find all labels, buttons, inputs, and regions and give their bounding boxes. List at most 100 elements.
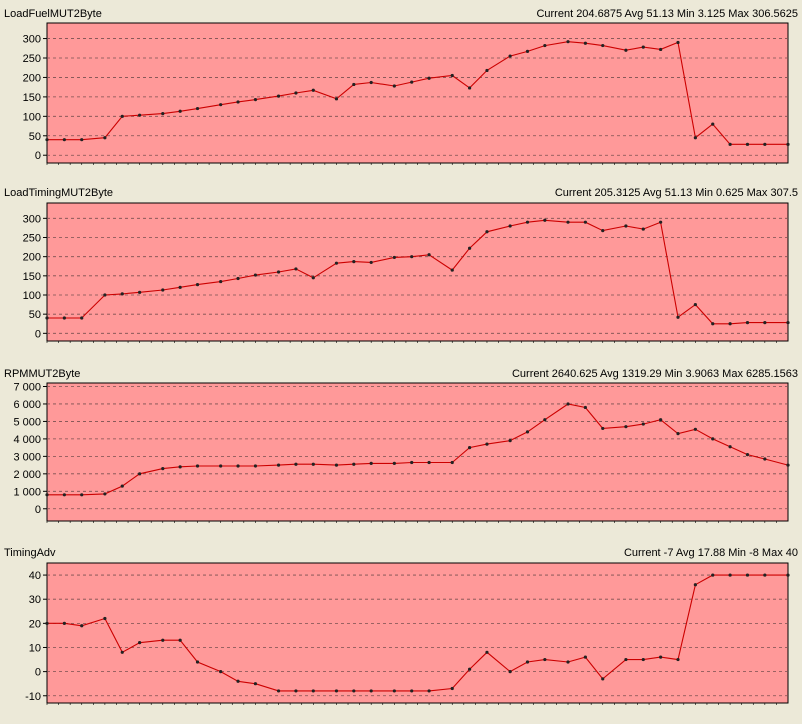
data-point bbox=[410, 255, 414, 259]
data-point bbox=[410, 689, 414, 693]
y-tick-label: 250 bbox=[23, 233, 41, 245]
data-point bbox=[641, 227, 645, 231]
data-point bbox=[138, 290, 142, 294]
data-point bbox=[392, 689, 396, 693]
data-point bbox=[195, 283, 200, 287]
data-point bbox=[334, 261, 339, 265]
plot-area-3 bbox=[46, 562, 789, 704]
panel-title-0: LoadFuelMUT2Byte bbox=[4, 8, 102, 20]
y-tick-label: 150 bbox=[23, 92, 41, 104]
data-point bbox=[161, 112, 165, 116]
y-tick-label: 200 bbox=[23, 72, 41, 84]
data-point bbox=[120, 292, 124, 296]
panel-summary-0: Current 204.6875 Avg 51.13 Min 3.125 Max… bbox=[536, 8, 798, 20]
data-point bbox=[693, 136, 697, 140]
data-point bbox=[485, 650, 489, 654]
data-point bbox=[711, 437, 715, 441]
data-point bbox=[311, 88, 315, 92]
data-point bbox=[659, 655, 663, 659]
data-point bbox=[583, 220, 587, 224]
data-point bbox=[45, 493, 49, 497]
data-point bbox=[641, 422, 645, 426]
data-point bbox=[745, 142, 750, 146]
data-point bbox=[62, 621, 66, 625]
data-point bbox=[219, 103, 223, 107]
data-point bbox=[583, 41, 587, 45]
data-point bbox=[745, 321, 750, 325]
data-point bbox=[728, 142, 732, 146]
data-point bbox=[525, 49, 530, 53]
data-point bbox=[693, 583, 697, 587]
data-point bbox=[676, 315, 680, 319]
data-point bbox=[450, 73, 454, 78]
data-point bbox=[352, 260, 356, 264]
data-point bbox=[786, 321, 790, 325]
data-point bbox=[525, 220, 530, 224]
y-tick-label: 40 bbox=[29, 570, 41, 582]
data-point bbox=[485, 230, 489, 234]
data-point bbox=[427, 460, 431, 465]
y-tick-label: -10 bbox=[25, 691, 41, 703]
y-tick-label: 7 000 bbox=[13, 381, 41, 393]
data-point bbox=[641, 45, 645, 49]
y-tick-label: 0 bbox=[35, 504, 41, 516]
y-tick-label: 300 bbox=[23, 213, 41, 225]
data-point bbox=[508, 670, 512, 674]
data-point bbox=[763, 321, 767, 325]
panel-summary-1: Current 205.3125 Avg 51.13 Min 0.625 Max… bbox=[555, 187, 798, 199]
data-point bbox=[138, 113, 142, 117]
data-point bbox=[195, 464, 200, 468]
data-point bbox=[80, 493, 84, 497]
data-point bbox=[468, 446, 472, 450]
data-point bbox=[161, 288, 165, 292]
data-point bbox=[566, 402, 570, 406]
data-point bbox=[624, 48, 628, 52]
data-point bbox=[62, 493, 66, 497]
y-tick-label: 30 bbox=[29, 594, 41, 606]
data-point bbox=[138, 641, 142, 645]
y-tick-label: 5 000 bbox=[13, 416, 41, 428]
plot-area-2 bbox=[46, 382, 789, 522]
data-point bbox=[468, 86, 472, 90]
data-point bbox=[763, 573, 767, 577]
data-point bbox=[786, 142, 790, 146]
data-point bbox=[80, 138, 84, 142]
data-point bbox=[659, 47, 663, 52]
data-point bbox=[786, 463, 790, 467]
data-point bbox=[103, 492, 107, 496]
data-point bbox=[195, 660, 200, 664]
data-point bbox=[276, 463, 281, 467]
data-point bbox=[45, 316, 49, 320]
data-point bbox=[601, 43, 605, 48]
data-point bbox=[543, 218, 547, 222]
panel-title-2: RPMMUT2Byte bbox=[4, 368, 80, 380]
series-line-3 bbox=[47, 574, 788, 692]
data-point bbox=[161, 638, 165, 642]
data-point bbox=[508, 224, 512, 228]
data-point bbox=[369, 80, 373, 85]
data-point bbox=[485, 68, 489, 73]
data-point bbox=[450, 460, 454, 465]
data-point bbox=[624, 224, 628, 228]
y-tick-label: 0 bbox=[35, 328, 41, 340]
data-point bbox=[786, 573, 790, 577]
data-point bbox=[62, 316, 66, 320]
data-point bbox=[693, 302, 697, 307]
data-point bbox=[392, 461, 396, 465]
data-point bbox=[219, 279, 223, 284]
data-point bbox=[103, 136, 107, 140]
data-point bbox=[728, 445, 732, 449]
data-point bbox=[508, 54, 512, 58]
data-point bbox=[236, 100, 240, 104]
data-point bbox=[311, 462, 315, 466]
data-point bbox=[566, 660, 570, 664]
data-point bbox=[276, 270, 281, 274]
data-point bbox=[178, 285, 182, 289]
series-line-2 bbox=[47, 403, 789, 496]
data-point bbox=[236, 276, 240, 281]
data-point bbox=[659, 418, 663, 422]
data-point bbox=[311, 689, 315, 693]
y-tick-label: 100 bbox=[23, 111, 41, 123]
data-point bbox=[120, 484, 124, 488]
data-point bbox=[728, 322, 732, 326]
